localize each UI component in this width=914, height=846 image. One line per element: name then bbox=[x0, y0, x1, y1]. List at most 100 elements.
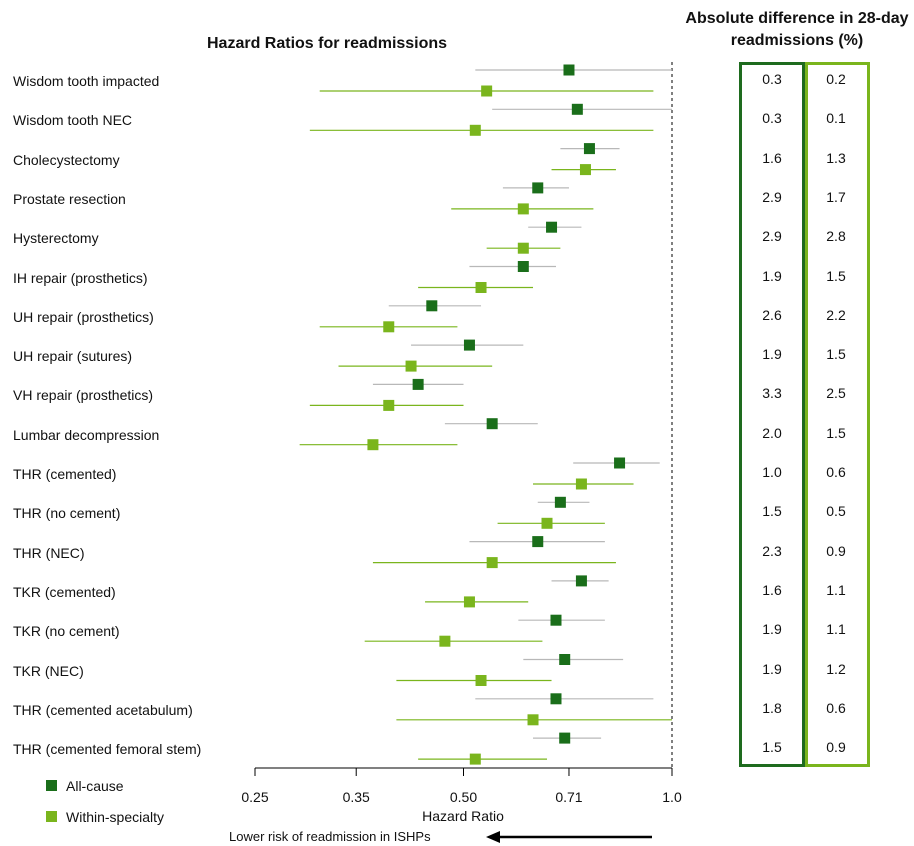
point-marker bbox=[463, 339, 475, 351]
x-tick-label: 0.35 bbox=[342, 789, 370, 805]
table-column-within-specialty bbox=[805, 62, 870, 767]
point-marker bbox=[383, 321, 395, 333]
point-marker bbox=[439, 635, 451, 647]
table-cell: 0.5 bbox=[826, 503, 846, 520]
point-marker bbox=[517, 261, 529, 272]
table-cell: 2.3 bbox=[762, 542, 782, 559]
point-marker bbox=[517, 203, 529, 215]
category-label: VH repair (prosthetics) bbox=[13, 387, 154, 404]
table-cell: 1.5 bbox=[762, 503, 782, 520]
table-cell: 0.6 bbox=[826, 464, 846, 480]
point-marker bbox=[383, 399, 395, 411]
category-label: UH repair (prosthetics) bbox=[13, 308, 154, 325]
category-label: THR (cemented acetabulum) bbox=[13, 701, 193, 718]
x-tick-label: 0.50 bbox=[449, 789, 478, 805]
x-tick-label: 0.25 bbox=[241, 789, 269, 805]
table-title: Absolute difference in 28-day readmissio… bbox=[685, 10, 909, 49]
table-cell: 1.5 bbox=[762, 739, 782, 756]
category-label: Cholecystectomy bbox=[13, 151, 120, 168]
point-marker bbox=[614, 457, 626, 469]
category-label: Prostate resection bbox=[13, 190, 126, 207]
point-marker bbox=[579, 164, 591, 176]
table-cell: 0.2 bbox=[826, 71, 846, 87]
category-label: TKR (no cement) bbox=[13, 623, 120, 640]
category-label: UH repair (sutures) bbox=[13, 348, 133, 365]
point-marker bbox=[532, 536, 544, 548]
point-marker bbox=[559, 654, 571, 665]
point-marker bbox=[546, 221, 558, 233]
category-label: TKR (cemented) bbox=[13, 583, 116, 600]
point-marker bbox=[532, 182, 544, 194]
point-marker bbox=[405, 360, 417, 372]
category-label: Lumbar decompression bbox=[13, 426, 160, 443]
table-cell: 2.0 bbox=[762, 424, 782, 441]
point-marker bbox=[517, 242, 529, 254]
category-label: THR (cemented femoral stem) bbox=[13, 741, 202, 758]
table-cell: 1.3 bbox=[826, 149, 846, 166]
table-cell: 1.9 bbox=[762, 660, 782, 677]
arrow-label: Lower risk of readmission in ISHPs bbox=[229, 829, 431, 844]
table-cell: 1.1 bbox=[826, 621, 846, 638]
point-marker bbox=[575, 575, 587, 587]
point-marker bbox=[486, 418, 498, 430]
point-marker bbox=[550, 693, 562, 705]
legend-label-within-specialty: Within-specialty bbox=[66, 809, 165, 825]
table-cell: 0.3 bbox=[762, 110, 782, 127]
table-cell: 1.7 bbox=[826, 188, 846, 205]
point-marker bbox=[367, 439, 379, 451]
category-label: THR (NEC) bbox=[13, 544, 85, 561]
point-marker bbox=[554, 496, 566, 508]
category-label: TKR (NEC) bbox=[13, 662, 84, 679]
point-marker bbox=[486, 557, 498, 569]
x-tick-label: 0.71 bbox=[555, 789, 583, 805]
category-label: THR (no cement) bbox=[13, 505, 121, 522]
point-marker bbox=[583, 143, 595, 155]
point-marker bbox=[463, 596, 475, 608]
point-marker bbox=[426, 300, 438, 312]
point-marker bbox=[559, 732, 571, 744]
table-cell: 1.2 bbox=[826, 660, 846, 677]
table-cell: 2.9 bbox=[762, 188, 782, 205]
point-marker bbox=[475, 282, 487, 293]
table-cell: 2.9 bbox=[762, 228, 782, 245]
table-cell: 1.9 bbox=[762, 346, 782, 363]
category-label: THR (cemented) bbox=[13, 466, 117, 482]
table-cell: 0.9 bbox=[826, 739, 846, 756]
table-cell: 1.1 bbox=[826, 581, 846, 598]
category-label: Hysterectomy bbox=[13, 230, 99, 247]
point-marker bbox=[541, 517, 553, 529]
point-marker bbox=[527, 714, 539, 726]
legend-label-all-cause: All-cause bbox=[66, 778, 124, 794]
point-marker bbox=[563, 64, 575, 76]
legend-swatch-within-specialty bbox=[46, 811, 57, 822]
category-label: Wisdom tooth impacted bbox=[13, 73, 160, 89]
point-marker bbox=[412, 378, 424, 390]
table-cell: 1.0 bbox=[762, 464, 782, 480]
table-cell: 0.6 bbox=[826, 699, 846, 716]
table-cell: 1.5 bbox=[826, 267, 846, 284]
table-cell: 1.5 bbox=[826, 424, 846, 441]
point-marker bbox=[475, 675, 487, 686]
table-column-all-cause bbox=[739, 62, 805, 767]
table-cell: 2.8 bbox=[826, 228, 846, 245]
table-cell: 0.9 bbox=[826, 542, 846, 559]
legend-swatch-all-cause bbox=[46, 780, 57, 791]
table-cell: 2.5 bbox=[826, 385, 846, 402]
table-cell: 2.2 bbox=[826, 306, 846, 323]
chart-title: Hazard Ratios for readmissions bbox=[207, 35, 448, 52]
point-marker bbox=[575, 478, 587, 490]
point-marker bbox=[571, 103, 583, 115]
table-cell: 3.3 bbox=[762, 385, 782, 402]
x-tick-label: 1.0 bbox=[662, 789, 682, 805]
point-marker bbox=[481, 85, 493, 97]
table-cell: 0.1 bbox=[826, 110, 846, 127]
table-cell: 1.8 bbox=[762, 699, 782, 716]
point-marker bbox=[469, 124, 481, 136]
x-axis-label: Hazard Ratio bbox=[422, 808, 504, 824]
table-cell: 1.9 bbox=[762, 621, 782, 638]
arrow-head bbox=[486, 831, 500, 843]
table-cell: 1.6 bbox=[762, 581, 782, 598]
table-cell: 1.5 bbox=[826, 346, 846, 363]
table-cell: 1.9 bbox=[762, 267, 782, 284]
